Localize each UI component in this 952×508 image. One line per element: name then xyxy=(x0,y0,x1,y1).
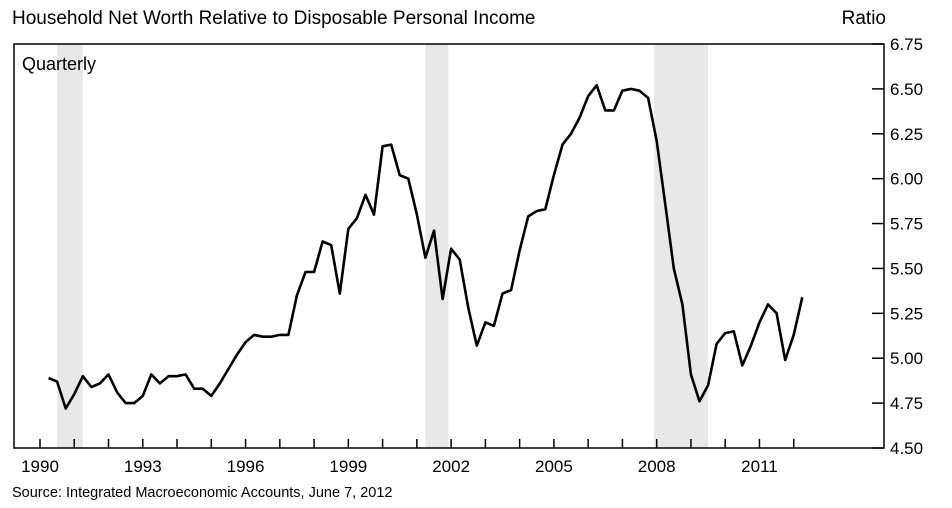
recession-band-2 xyxy=(653,44,709,448)
y-tick-label-6: 6.00 xyxy=(890,170,923,189)
x-tick-label-3: 1999 xyxy=(329,457,367,476)
y-tick-label-3: 5.25 xyxy=(890,304,923,323)
recession-band-0 xyxy=(57,44,83,448)
plot-frame xyxy=(13,43,885,449)
series-line xyxy=(48,84,804,410)
y-tick-label-4: 5.50 xyxy=(890,259,923,278)
x-axis-ticks: 1990 1993 1996 1999 2002 2005 2008 2011 xyxy=(21,439,795,476)
x-tick-label-5: 2005 xyxy=(535,457,573,476)
x-tick-label-6: 2008 xyxy=(638,457,676,476)
y-tick-label-5: 5.75 xyxy=(890,215,923,234)
y-tick-label-1: 4.75 xyxy=(890,394,923,413)
source-note: Source: Integrated Macroeconomic Account… xyxy=(12,485,393,501)
y-tick-label-0: 4.50 xyxy=(890,439,923,458)
x-tick-label-4: 2002 xyxy=(432,457,470,476)
y-tick-label-9: 6.75 xyxy=(890,35,923,54)
x-tick-label-2: 1996 xyxy=(227,457,265,476)
x-tick-label-0: 1990 xyxy=(21,457,59,476)
y-tick-label-2: 5.00 xyxy=(890,349,923,368)
y-axis-label: Ratio xyxy=(841,8,886,29)
y-axis-ticks: 4.50 4.75 5.00 5.25 5.50 5.75 6.00 6.25 6.50 6.75 xyxy=(872,35,923,458)
frequency-label: Quarterly xyxy=(22,54,96,74)
x-tick-label-1: 1993 xyxy=(124,457,162,476)
recession-bands xyxy=(57,44,709,448)
y-tick-label-8: 6.50 xyxy=(890,80,923,99)
y-tick-label-7: 6.25 xyxy=(890,125,923,144)
chart-title: Household Net Worth Relative to Disposab… xyxy=(12,8,536,29)
x-tick-label-7: 2011 xyxy=(741,457,778,476)
